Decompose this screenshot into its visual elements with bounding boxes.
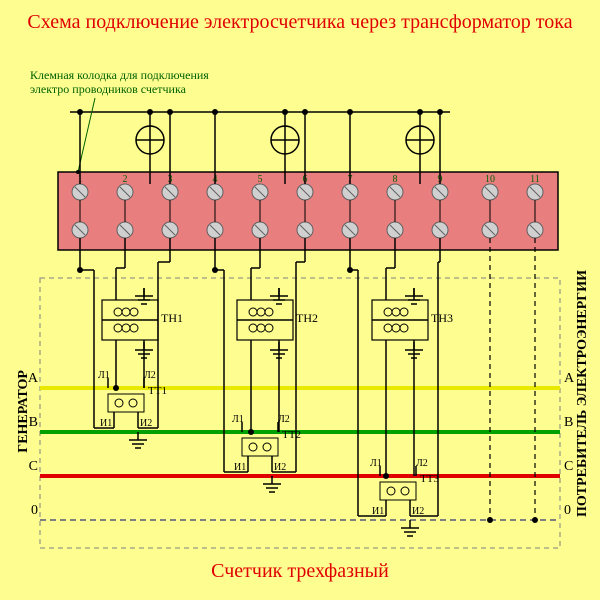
svg-text:C: C (564, 459, 573, 474)
svg-text:B: B (564, 415, 573, 430)
schematic-svg: AABBCC001234567891011TH1Л1Л2ТТ1И1И2TH2Л1… (0, 0, 600, 600)
svg-text:Л1: Л1 (98, 370, 110, 381)
svg-text:11: 11 (530, 174, 540, 185)
svg-text:0: 0 (31, 503, 38, 518)
svg-text:Л1: Л1 (370, 458, 382, 469)
svg-text:B: B (29, 415, 38, 430)
svg-text:8: 8 (393, 174, 398, 185)
svg-text:Л2: Л2 (278, 414, 290, 425)
svg-text:Л1: Л1 (232, 414, 244, 425)
svg-text:TH1: TH1 (161, 311, 183, 325)
svg-text:TH2: TH2 (296, 311, 318, 325)
svg-text:TH3: TH3 (431, 311, 453, 325)
svg-text:0: 0 (564, 503, 571, 518)
svg-text:ТТ3: ТТ3 (420, 473, 439, 485)
svg-text:ТТ2: ТТ2 (282, 429, 301, 441)
diagram-canvas: Схема подключение электросчетчика через … (0, 0, 600, 600)
svg-text:C: C (29, 459, 38, 474)
svg-text:2: 2 (123, 174, 128, 185)
svg-text:10: 10 (485, 174, 495, 185)
svg-text:Л2: Л2 (144, 370, 156, 381)
svg-text:A: A (564, 371, 575, 386)
svg-text:5: 5 (258, 174, 263, 185)
svg-text:Л2: Л2 (416, 458, 428, 469)
svg-text:A: A (28, 371, 39, 386)
